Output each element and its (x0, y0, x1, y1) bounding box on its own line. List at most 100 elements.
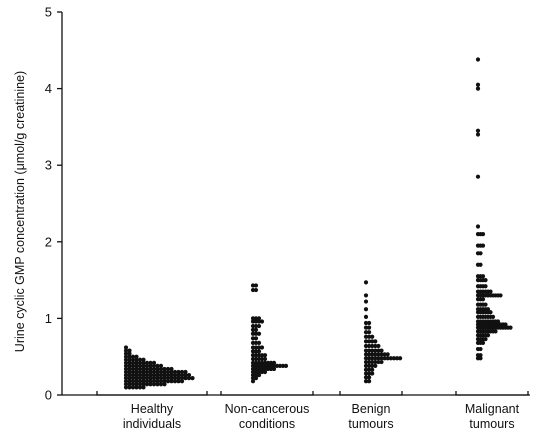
data-point (169, 372, 174, 378)
data-point (490, 314, 496, 319)
data-point (141, 379, 146, 384)
data-point (259, 363, 265, 368)
data-point (130, 354, 136, 359)
category-label-line2: individuals (123, 417, 181, 431)
data-point (141, 376, 146, 381)
data-point (262, 360, 268, 365)
data-point (155, 369, 160, 375)
data-point (144, 360, 150, 365)
data-point (123, 382, 129, 387)
data-point (370, 371, 375, 376)
data-point (480, 243, 486, 248)
data-point (148, 369, 153, 375)
data-point (262, 353, 268, 358)
data-point (253, 331, 259, 336)
data-point (250, 331, 256, 336)
data-point (259, 319, 265, 324)
data-point (158, 372, 164, 378)
data-point (385, 352, 390, 357)
data-point (373, 359, 378, 365)
data-point (127, 376, 132, 381)
data-point (478, 262, 483, 267)
data-point (250, 366, 256, 372)
data-point (256, 353, 262, 358)
data-point (503, 322, 508, 327)
data-point (363, 375, 369, 380)
data-point (483, 336, 488, 342)
data-point (134, 366, 139, 372)
data-point (262, 356, 268, 362)
data-point (253, 287, 259, 293)
y-tick-label: 4 (45, 81, 52, 96)
data-point (370, 359, 375, 365)
data-point (256, 345, 262, 350)
data-point (253, 319, 259, 324)
data-point (141, 369, 146, 375)
data-point (367, 356, 372, 361)
data-point (151, 363, 157, 368)
data-point (363, 299, 369, 304)
data-point (179, 379, 185, 384)
data-point (155, 382, 160, 387)
data-point (256, 323, 262, 329)
data-point (134, 360, 139, 365)
data-point (363, 320, 369, 326)
data-point (141, 372, 146, 378)
data-point (253, 327, 259, 332)
data-point (250, 360, 256, 365)
data-point (259, 366, 265, 372)
data-point (256, 319, 262, 324)
data-point (363, 293, 369, 298)
data-point (363, 352, 369, 357)
data-point (367, 371, 372, 376)
data-point (250, 353, 256, 358)
data-point (363, 339, 369, 344)
data-point (363, 359, 369, 365)
data-point (148, 366, 153, 372)
data-point (137, 376, 143, 381)
data-point (277, 363, 283, 368)
data-point (398, 356, 403, 361)
data-point (141, 385, 146, 390)
data-point (256, 372, 262, 378)
category-label-line2: tumours (469, 417, 514, 431)
data-point (134, 372, 139, 378)
data-point (151, 360, 157, 365)
data-point (256, 340, 262, 346)
data-point (151, 376, 157, 381)
data-point (376, 356, 381, 361)
y-tick-label: 2 (45, 234, 52, 249)
data-point (151, 382, 157, 387)
data-point (123, 372, 129, 378)
data-point (148, 382, 153, 387)
category-bracket (339, 391, 403, 396)
data-point (127, 348, 132, 353)
data-point (151, 366, 157, 372)
data-point (134, 354, 139, 359)
data-point (373, 348, 378, 353)
data-point (190, 376, 195, 381)
data-point (169, 366, 174, 372)
data-point (475, 174, 481, 179)
data-point (137, 369, 143, 375)
data-point (259, 360, 265, 365)
data-point (363, 330, 369, 335)
y-tick-label: 3 (45, 158, 52, 173)
data-point (367, 330, 372, 335)
data-point (158, 363, 164, 368)
data-point (176, 372, 181, 378)
data-point (137, 363, 143, 368)
data-point (253, 369, 259, 375)
category-label-line2: conditions (239, 417, 295, 431)
data-point (127, 357, 132, 362)
data-point (480, 297, 486, 302)
data-point (363, 367, 369, 372)
data-point (151, 379, 157, 384)
data-point (475, 128, 481, 133)
data-point (250, 327, 256, 332)
data-point (265, 366, 271, 372)
data-point (271, 366, 277, 372)
data-point (367, 343, 372, 349)
